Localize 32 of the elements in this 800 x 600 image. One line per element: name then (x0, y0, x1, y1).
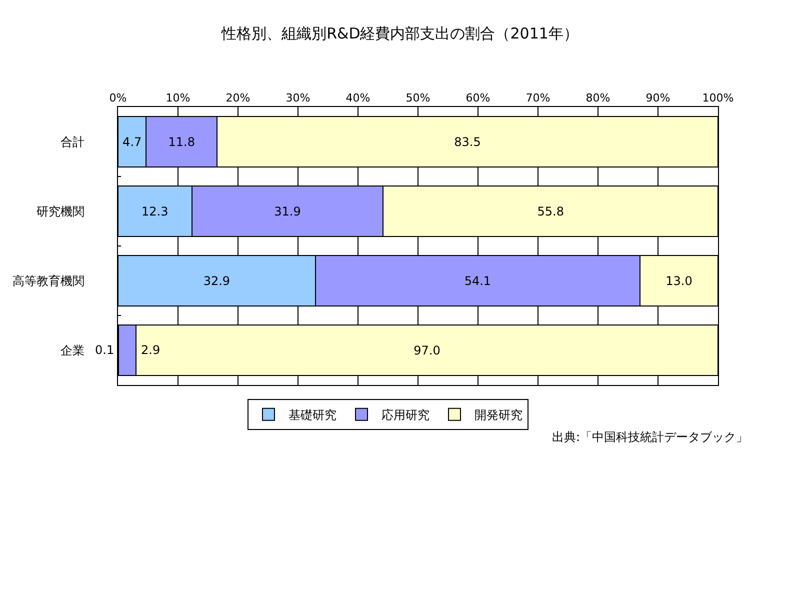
data-label: 83.5 (454, 134, 481, 149)
data-label: 55.8 (537, 204, 564, 218)
x-tick-label: 20% (226, 92, 250, 105)
x-tick-label: 100% (702, 92, 734, 105)
y-tick-label: 高等教育機関 (12, 274, 85, 288)
x-tick-label: 60% (466, 92, 490, 105)
data-label: 97.0 (414, 343, 440, 358)
x-tick-label: 10% (166, 92, 190, 105)
data-label: 31.9 (274, 204, 301, 218)
data-label: 32.9 (203, 274, 230, 288)
x-tick-label: 30% (286, 92, 310, 105)
data-label: 12.3 (142, 204, 168, 218)
x-tick-label: 90% (646, 92, 670, 105)
chart-title: 性格別、組織別R&D経費内部支出の割合（2011年） (220, 24, 578, 42)
data-label: 2.9 (141, 343, 160, 357)
data-label: 13.0 (666, 274, 692, 288)
data-label: 11.8 (168, 134, 195, 149)
legend-label: 基礎研究 (288, 408, 336, 422)
source-note: 出典:「中国科技統計データブック」 (552, 430, 748, 444)
x-tick-label: 50% (406, 92, 430, 105)
y-tick-label: 企業 (60, 343, 85, 358)
x-tick-label: 40% (346, 92, 370, 105)
x-tick-label: 70% (526, 92, 550, 105)
data-label: 54.1 (464, 274, 492, 288)
data-label: 0.1 (95, 343, 114, 357)
y-tick-label: 研究機関 (36, 204, 85, 218)
y-tick-label: 合計 (60, 134, 85, 149)
data-label: 4.7 (122, 134, 142, 149)
x-tick-label: 0% (109, 92, 127, 105)
x-tick-label: 80% (586, 92, 610, 105)
legend-label: 応用研究 (382, 408, 430, 422)
legend-label: 開発研究 (474, 408, 522, 422)
